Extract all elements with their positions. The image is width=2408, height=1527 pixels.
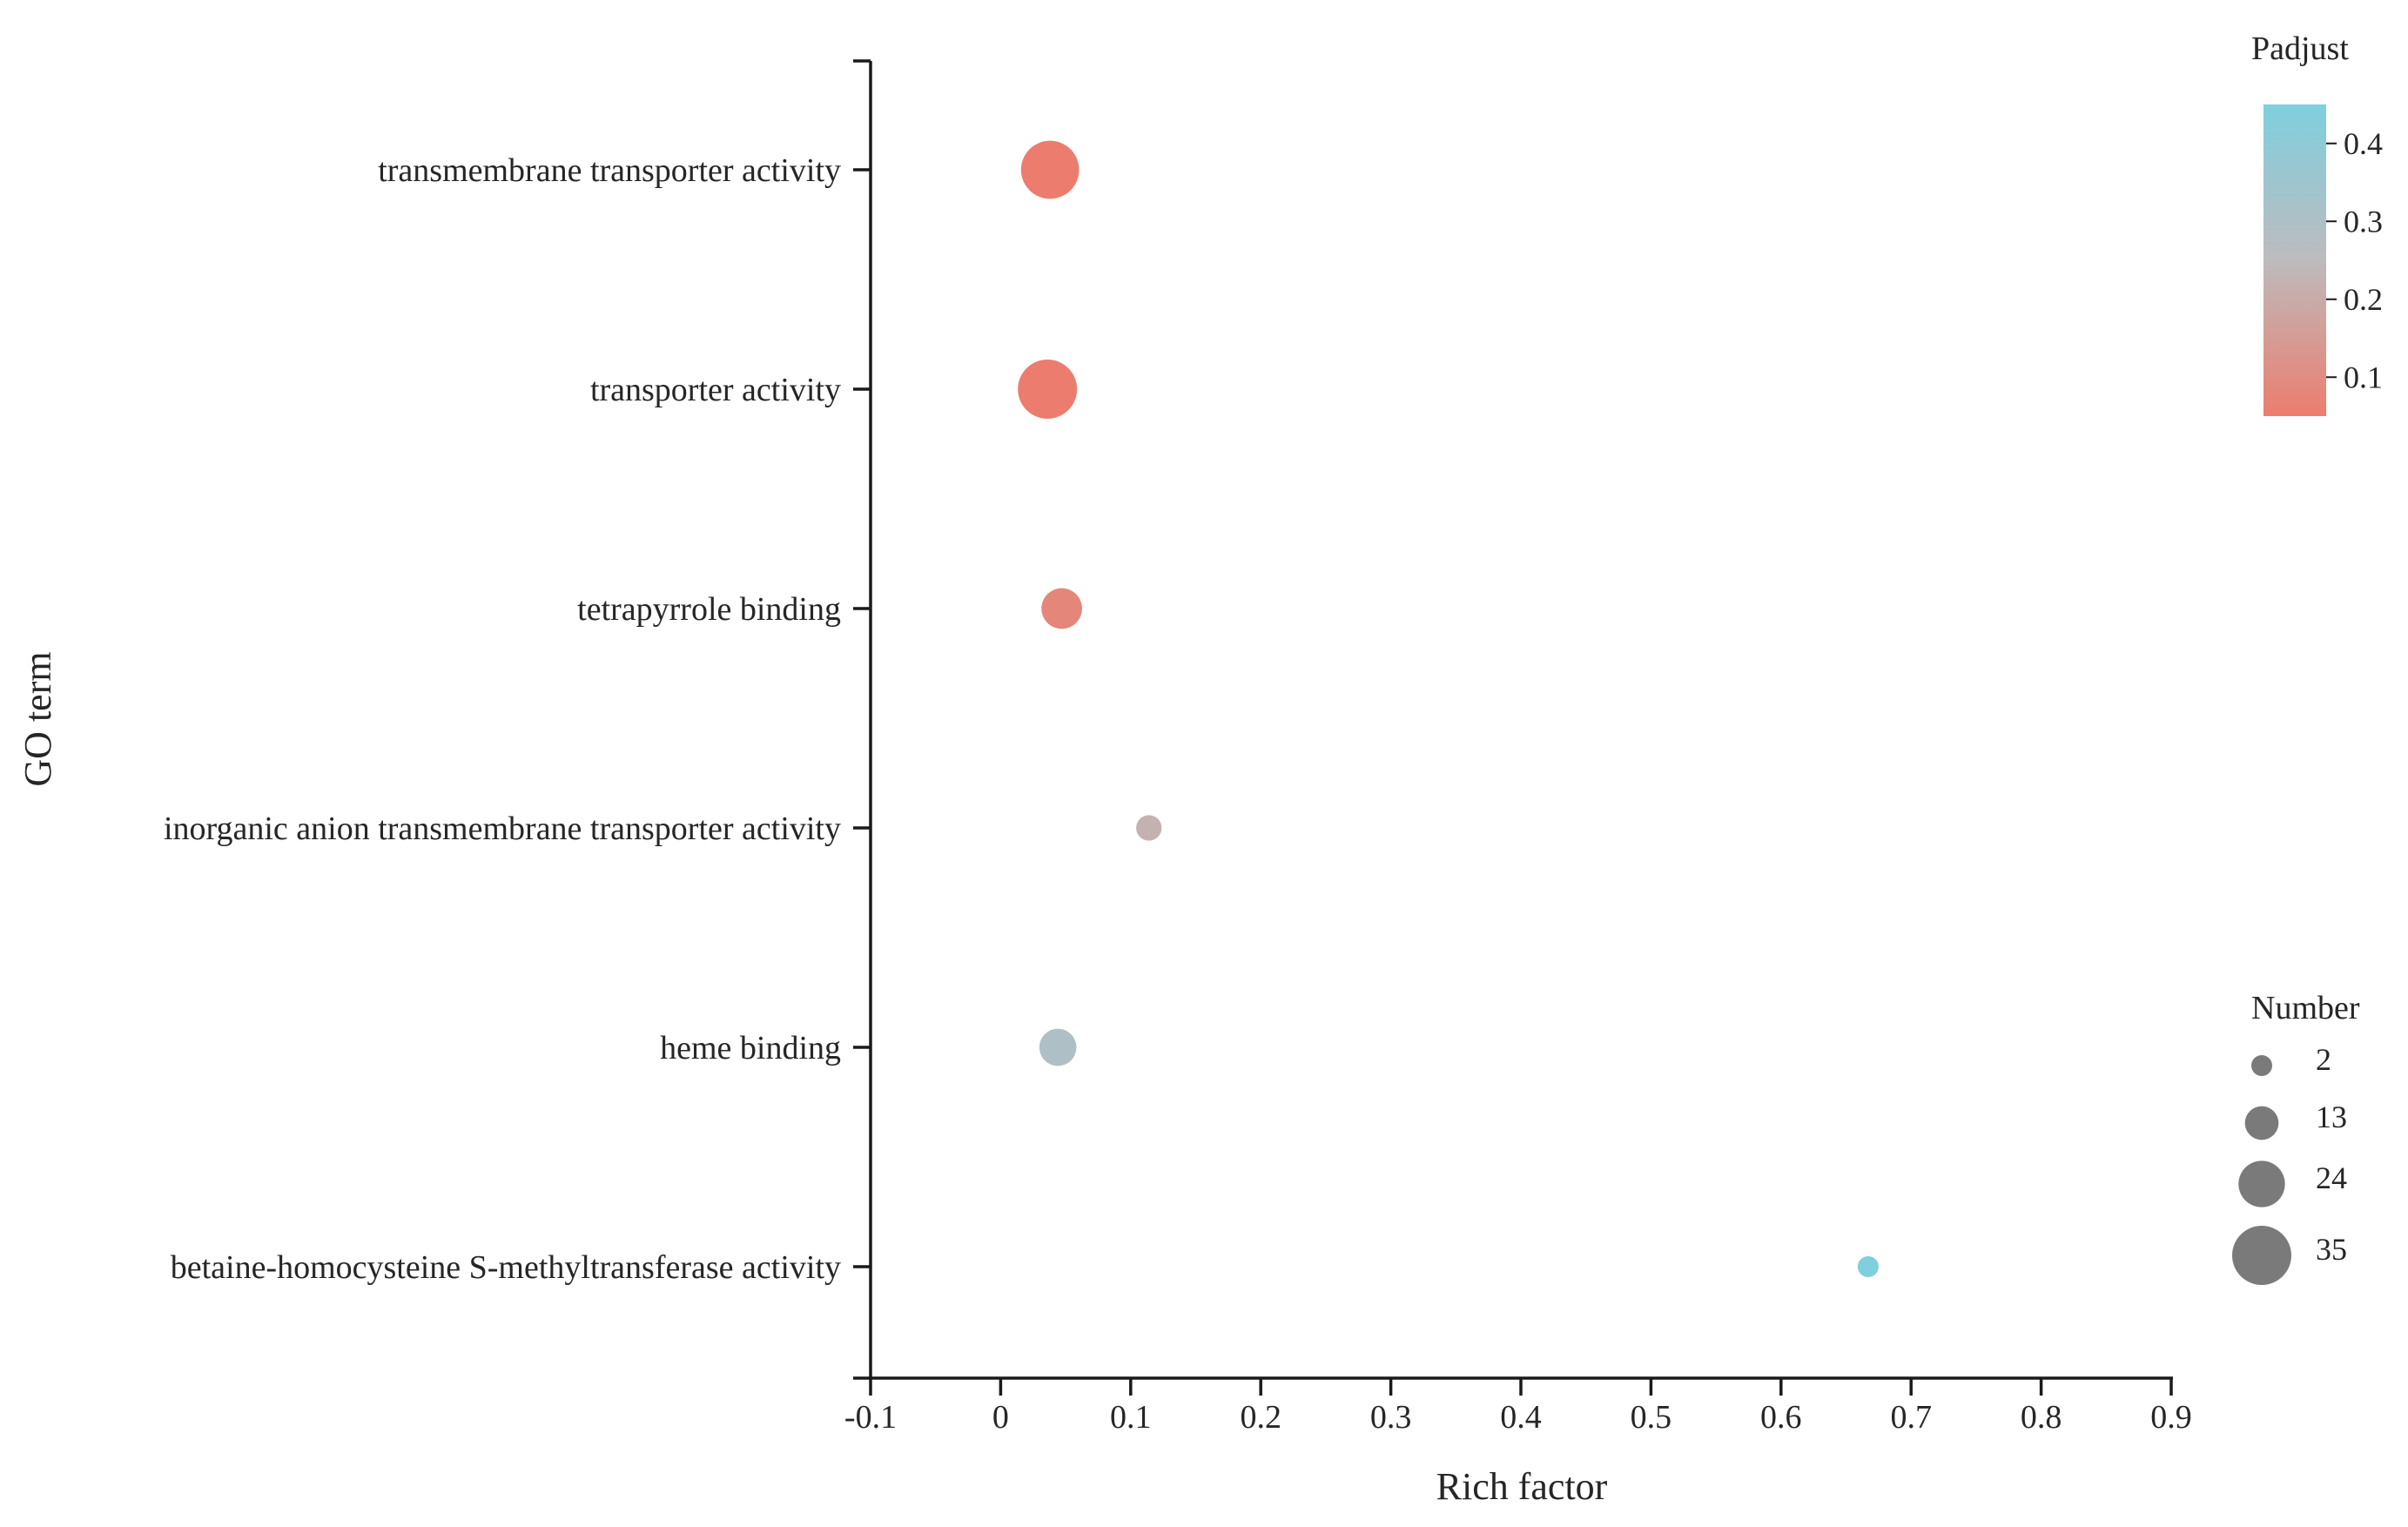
color-legend-ticks: 0.1 0.2 0.3 0.4 [2326,126,2383,394]
y-tick-label: tetrapyrrole binding [577,591,841,628]
y-axis-title: GO term [17,651,59,786]
y-axis-categories: transmembrane transporter activity transp… [164,152,871,1286]
x-axis-ticks: -0.1 0 0.1 0.2 0.3 0.4 0.5 0.6 0.7 0.8 0.9 [844,1378,2192,1436]
data-point [1136,815,1162,841]
x-tick-label: 0.8 [2021,1399,2062,1436]
x-axis-title: Rich factor [1436,1465,1608,1508]
y-tick-label: inorganic anion transmembrane transporte… [164,811,841,847]
size-legend-label: 24 [2316,1160,2347,1195]
data-point [1039,1028,1077,1066]
y-tick-label: transmembrane transporter activity [378,152,841,189]
x-tick-label: 0.2 [1240,1399,1281,1436]
size-legend-title: Number [2251,990,2360,1026]
x-tick-label: 0.3 [1370,1399,1412,1436]
x-tick-label: -0.1 [844,1399,897,1436]
plot-area: transmembrane transporter activity transp… [164,59,2192,1436]
color-legend-tick-label: 0.3 [2344,204,2383,239]
size-legend-label: 35 [2316,1232,2347,1267]
x-tick-label: 0.6 [1760,1399,1802,1436]
y-tick-label: transporter activity [590,372,841,408]
color-legend-title: Padjust [2251,30,2349,67]
color-legend: Padjust 0.1 0.2 0.3 0.4 [2251,30,2383,416]
x-tick-label: 0.1 [1110,1399,1152,1436]
size-legend: Number 2 13 24 35 [2232,990,2360,1285]
color-legend-tick-label: 0.4 [2344,126,2383,161]
size-legend-circle [2251,1055,2272,1076]
x-tick-label: 0.5 [1631,1399,1672,1436]
x-tick-label: 0 [992,1399,1009,1436]
data-point [1041,588,1082,629]
data-point [1020,140,1080,199]
x-tick-label: 0.4 [1500,1399,1542,1436]
size-legend-circle [2244,1106,2279,1140]
x-tick-label: 0.7 [1890,1399,1932,1436]
color-legend-tick-label: 0.1 [2344,360,2383,394]
size-legend-circle [2238,1160,2285,1207]
data-point [1857,1256,1879,1277]
size-legend-items: 2 13 24 35 [2232,1042,2347,1285]
y-tick-label: heme binding [660,1030,841,1066]
y-tick-label: betaine-homocysteine S-methyltransferase… [171,1249,841,1286]
size-legend-circle [2232,1226,2291,1285]
color-legend-tick-label: 0.2 [2344,282,2383,317]
size-legend-label: 13 [2316,1100,2347,1134]
data-point [1018,360,1078,419]
size-legend-label: 2 [2316,1042,2331,1077]
x-tick-label: 0.9 [2150,1399,2192,1436]
data-points [1018,140,1879,1277]
color-legend-bar [2263,104,2326,416]
